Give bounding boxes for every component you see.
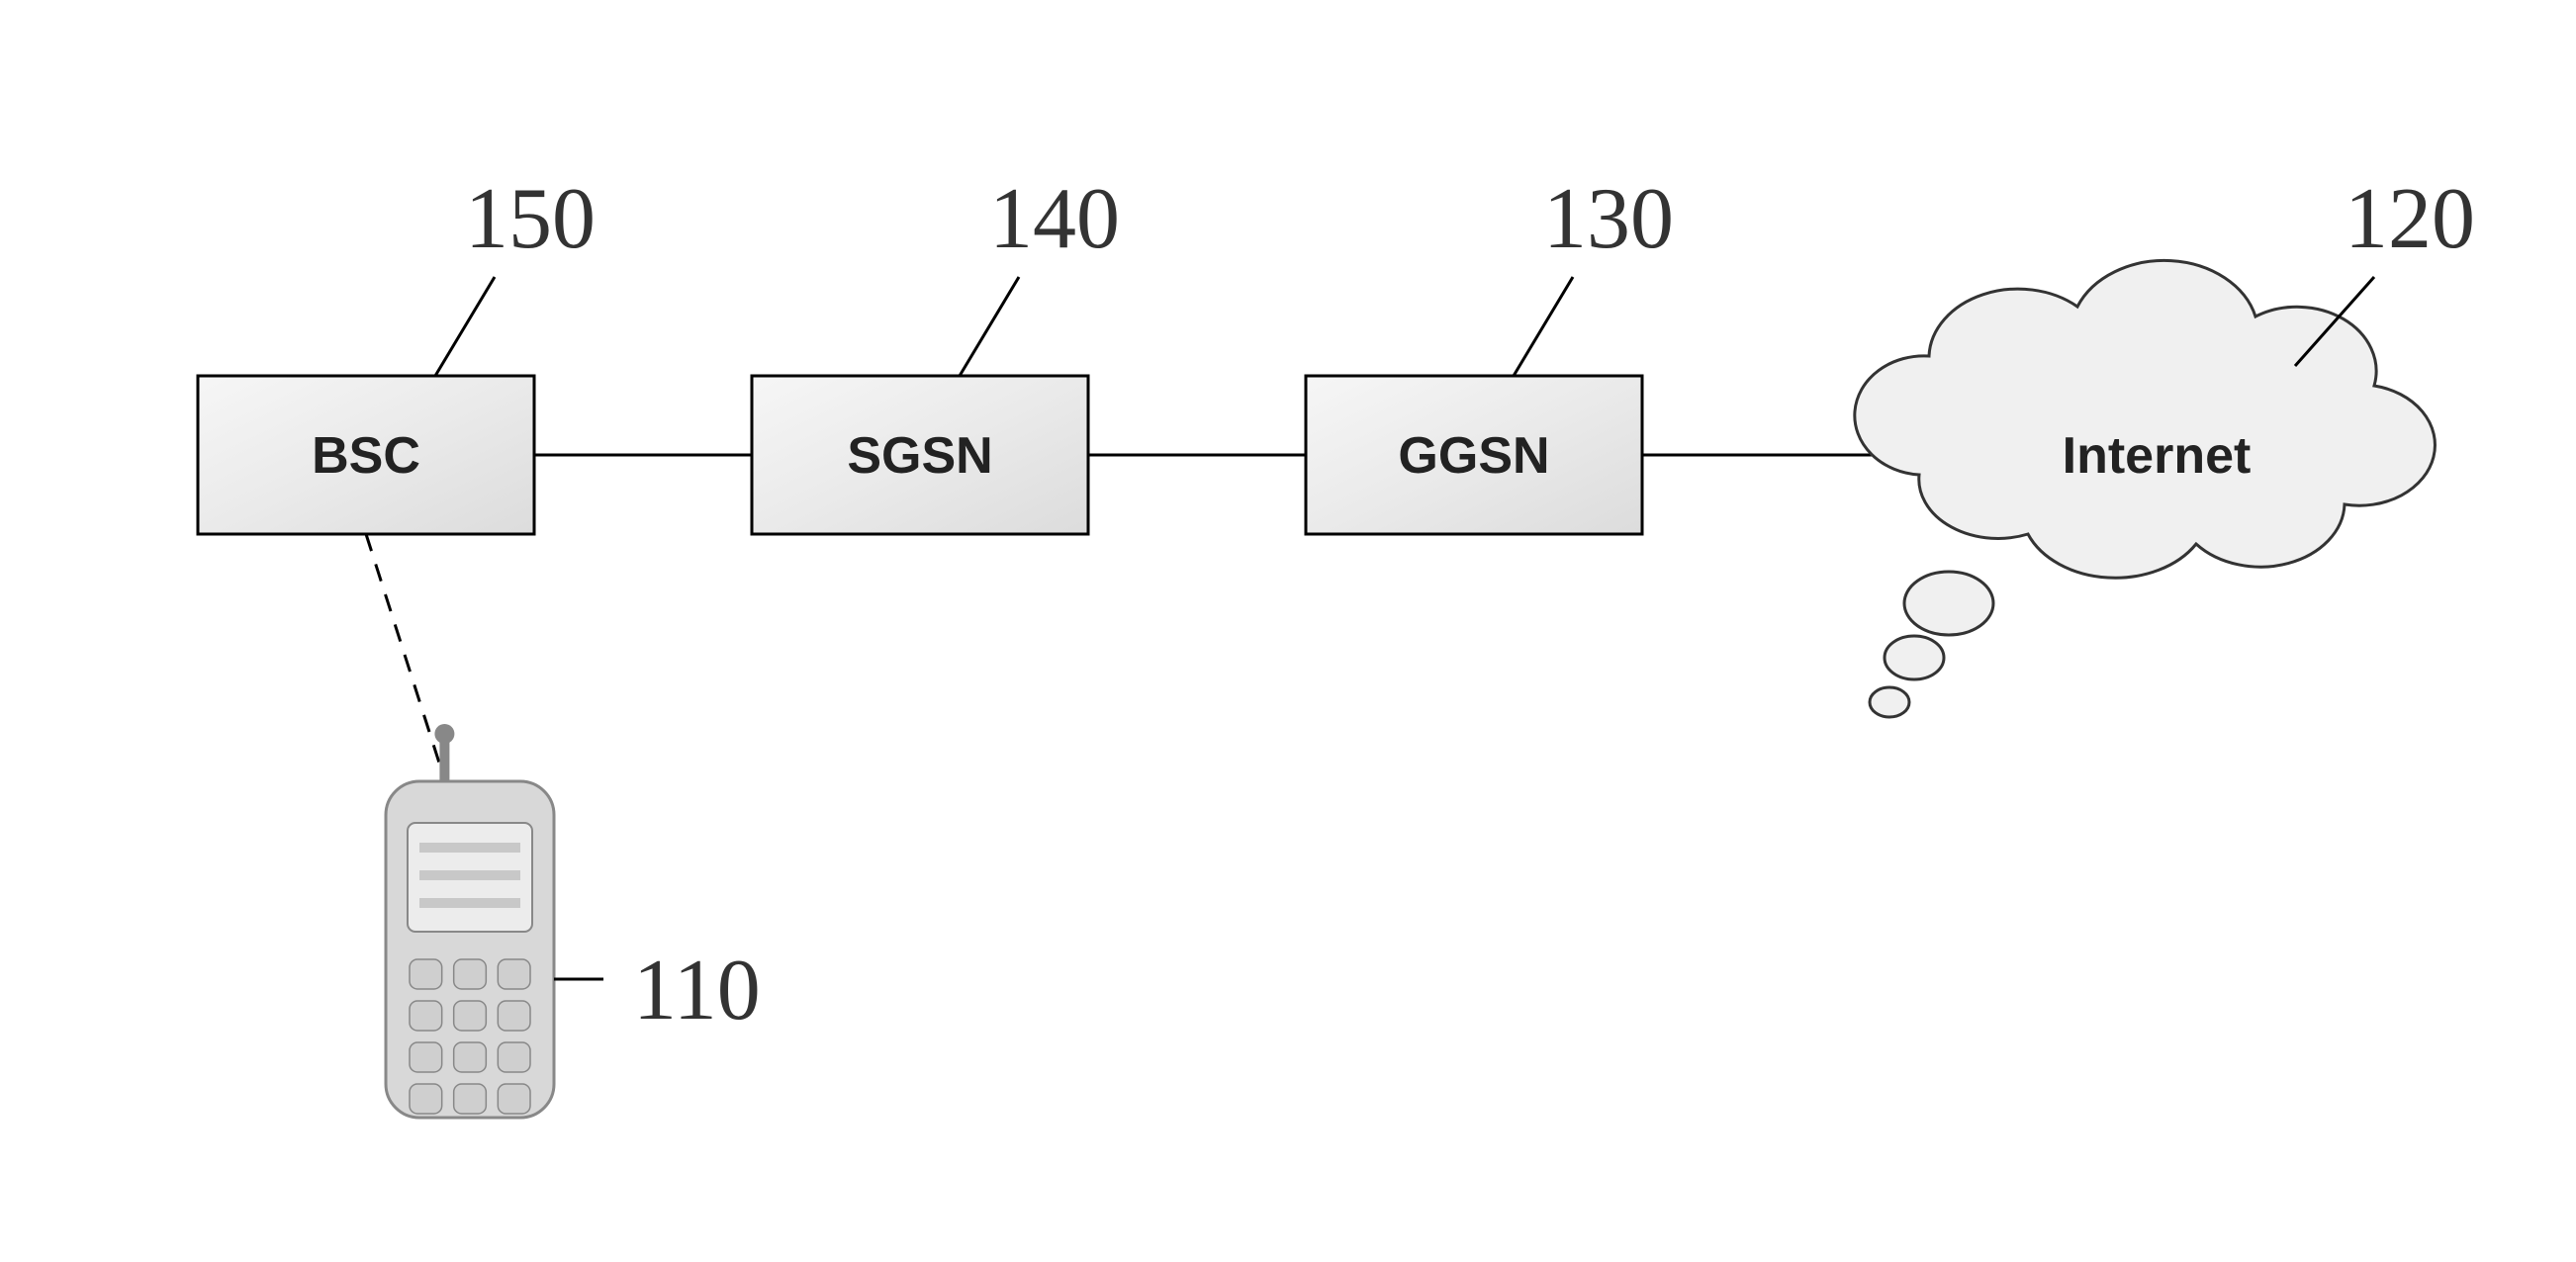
bsc-ref: 150 [465,171,596,267]
sgsn-label: SGSN [847,427,992,485]
internet-label: Internet [2063,427,2252,485]
phone-ref: 110 [633,943,761,1038]
sgsn-node: SGSN [752,376,1088,534]
mobile-phone [386,724,554,1118]
bsc-node: BSC [198,376,534,534]
ggsn-label: GGSN [1398,427,1549,485]
internet-ref: 120 [2345,171,2475,267]
ggsn-node: GGSN [1306,376,1642,534]
bsc-label: BSC [312,427,420,485]
ggsn-ref: 130 [1543,171,1674,267]
sgsn-ref: 140 [989,171,1120,267]
